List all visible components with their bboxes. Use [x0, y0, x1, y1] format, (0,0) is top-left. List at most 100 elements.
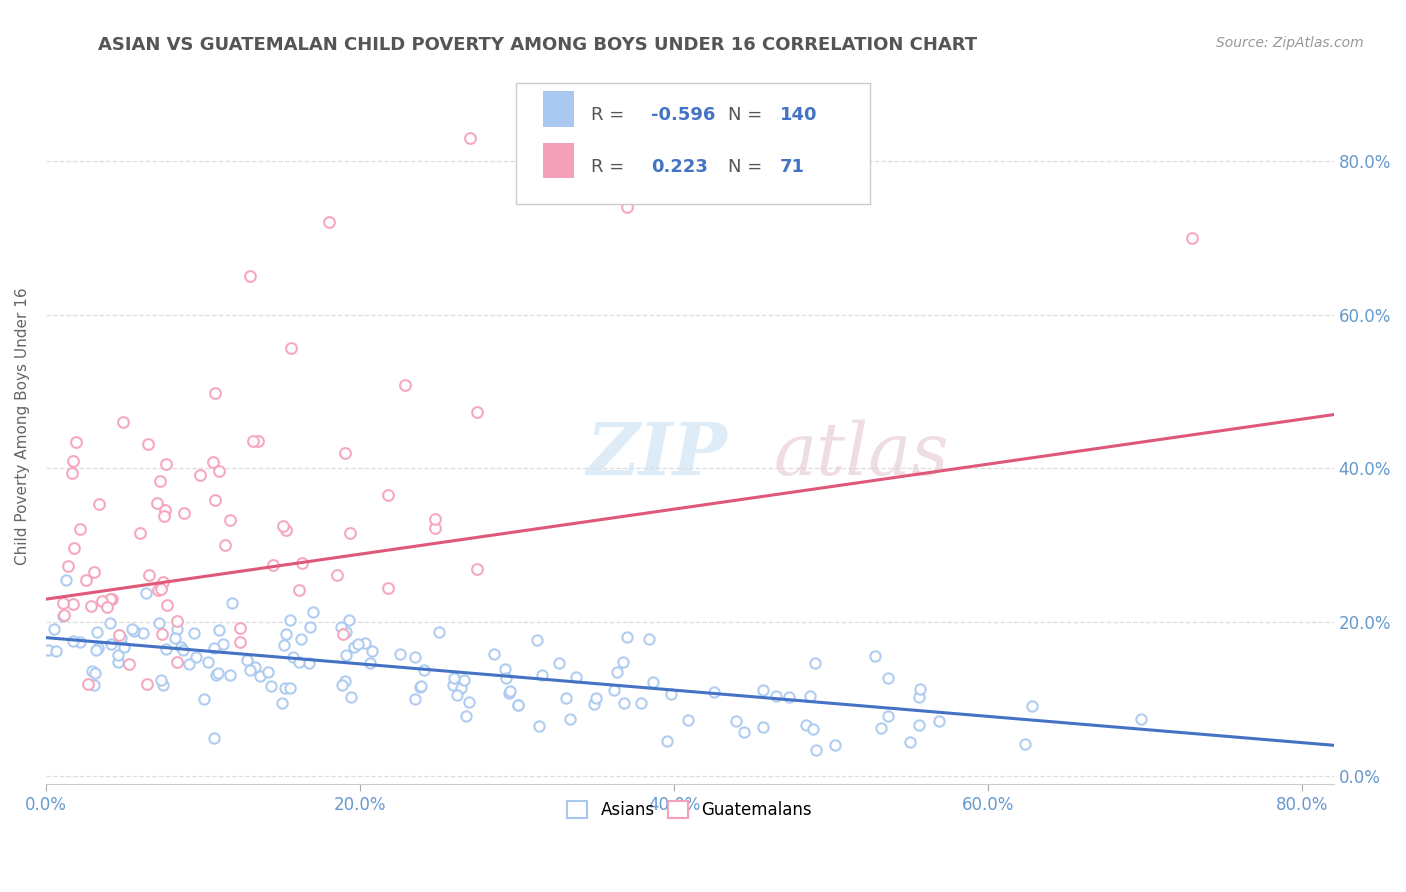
Point [291, 556, 314, 570]
Point [526, 633, 548, 648]
Point [229, 635, 252, 649]
Point [207, 665, 229, 680]
Point [122, 624, 145, 638]
Point [585, 691, 607, 706]
Point [548, 657, 571, 671]
Point [229, 621, 252, 635]
Point [155, 641, 177, 656]
Point [69, 522, 91, 536]
Point [112, 640, 135, 654]
Point [616, 630, 638, 644]
Point [197, 655, 219, 669]
Point [446, 688, 468, 702]
Point [498, 686, 520, 700]
Point [454, 708, 477, 723]
Point [219, 668, 242, 682]
Point [170, 640, 193, 654]
Point [752, 683, 775, 698]
Point [908, 718, 931, 732]
Point [98, 615, 121, 630]
Legend: Asians, Guatemalans: Asians, Guatemalans [561, 794, 818, 825]
Point [202, 640, 225, 655]
Point [863, 649, 886, 664]
Point [630, 696, 652, 710]
Point [166, 655, 188, 669]
Point [427, 625, 450, 640]
Point [339, 613, 361, 627]
Point [443, 671, 465, 685]
FancyBboxPatch shape [543, 91, 574, 127]
Point [271, 519, 294, 533]
Point [898, 735, 921, 749]
FancyBboxPatch shape [543, 143, 574, 178]
Point [733, 725, 755, 739]
Point [281, 649, 304, 664]
Point [333, 673, 356, 688]
Point [408, 680, 430, 694]
Point [637, 632, 659, 646]
Point [450, 681, 472, 695]
Point [156, 599, 179, 613]
Point [204, 493, 226, 508]
Point [246, 434, 269, 448]
Text: 71: 71 [780, 158, 806, 176]
Point [1130, 712, 1153, 726]
Point [166, 615, 188, 629]
Point [87, 641, 110, 656]
Point [45, 643, 67, 657]
Point [86, 624, 108, 639]
Point [111, 415, 134, 429]
Point [136, 437, 159, 451]
Text: R =: R = [591, 158, 636, 176]
Point [347, 637, 370, 651]
Point [177, 657, 200, 672]
Point [84, 643, 107, 657]
Point [1021, 698, 1043, 713]
Point [152, 575, 174, 590]
Point [564, 670, 586, 684]
Point [37, 643, 59, 657]
Point [110, 631, 132, 645]
Point [869, 721, 891, 735]
Point [90, 594, 112, 608]
Text: N =: N = [728, 106, 769, 124]
Point [259, 679, 281, 693]
Point [394, 378, 416, 392]
Point [138, 567, 160, 582]
Point [62, 466, 84, 480]
Point [83, 678, 105, 692]
Point [77, 677, 100, 691]
Point [495, 671, 517, 685]
Point [583, 697, 606, 711]
Point [359, 656, 381, 670]
Point [51, 609, 73, 624]
Point [62, 634, 84, 648]
Point [877, 709, 900, 723]
Point [288, 655, 311, 669]
Point [146, 496, 169, 510]
Point [278, 681, 301, 695]
Point [465, 562, 488, 576]
Point [555, 691, 578, 706]
Point [236, 653, 259, 667]
Point [219, 512, 242, 526]
Point [799, 689, 821, 703]
Point [107, 648, 129, 663]
Point [152, 627, 174, 641]
Text: ZIP: ZIP [586, 419, 728, 491]
Point [96, 600, 118, 615]
Point [62, 454, 84, 468]
Point [499, 684, 522, 698]
Point [118, 657, 141, 671]
Point [202, 731, 225, 745]
Point [107, 655, 129, 669]
Point [273, 638, 295, 652]
Point [335, 648, 357, 662]
Point [330, 678, 353, 692]
Text: 140: 140 [780, 106, 817, 124]
Point [239, 269, 262, 284]
Text: 0.223: 0.223 [651, 158, 709, 176]
Point [188, 468, 211, 483]
Point [804, 743, 827, 757]
Point [877, 671, 900, 685]
